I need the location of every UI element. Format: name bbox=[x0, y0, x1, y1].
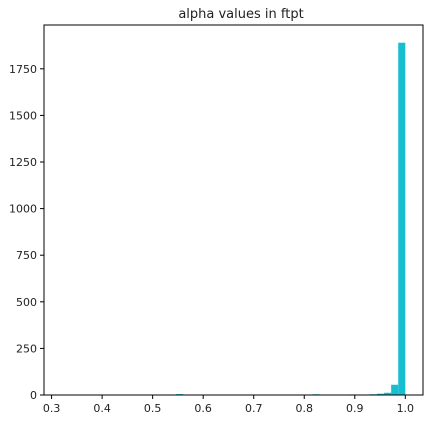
x-tick-label: 0.8 bbox=[295, 402, 313, 415]
y-tick-label: 250 bbox=[16, 342, 37, 355]
histogram-bar-5 bbox=[384, 392, 392, 395]
x-tick-label: 0.7 bbox=[245, 402, 263, 415]
x-tick-label: 0.9 bbox=[346, 402, 364, 415]
y-tick-label: 0 bbox=[30, 389, 37, 402]
x-axis: 0.3 0.4 0.5 0.6 0.7 0.8 0.9 1.0 bbox=[43, 395, 414, 415]
histogram-bar-6 bbox=[391, 384, 399, 395]
y-axis: 0 250 500 750 1000 1250 1500 1750 bbox=[9, 63, 44, 402]
y-tick-label: 1250 bbox=[9, 156, 37, 169]
plot-area-frame bbox=[43, 24, 424, 396]
y-tick-label: 750 bbox=[16, 249, 37, 262]
x-tick-label: 0.5 bbox=[144, 402, 162, 415]
x-tick-label: 0.3 bbox=[43, 402, 61, 415]
bars-layer bbox=[175, 42, 406, 396]
x-tick-label: 1.0 bbox=[397, 402, 415, 415]
y-tick-label: 1000 bbox=[9, 203, 37, 216]
y-tick-label: 1500 bbox=[9, 109, 37, 122]
y-tick-label: 500 bbox=[16, 296, 37, 309]
y-tick-label: 1750 bbox=[9, 63, 37, 76]
histogram-bar-4 bbox=[377, 393, 385, 395]
x-tick-label: 0.6 bbox=[194, 402, 212, 415]
histogram-bar-7 bbox=[398, 42, 406, 396]
chart-title: alpha values in ftpt bbox=[178, 7, 303, 22]
x-tick-label: 0.4 bbox=[93, 402, 111, 415]
